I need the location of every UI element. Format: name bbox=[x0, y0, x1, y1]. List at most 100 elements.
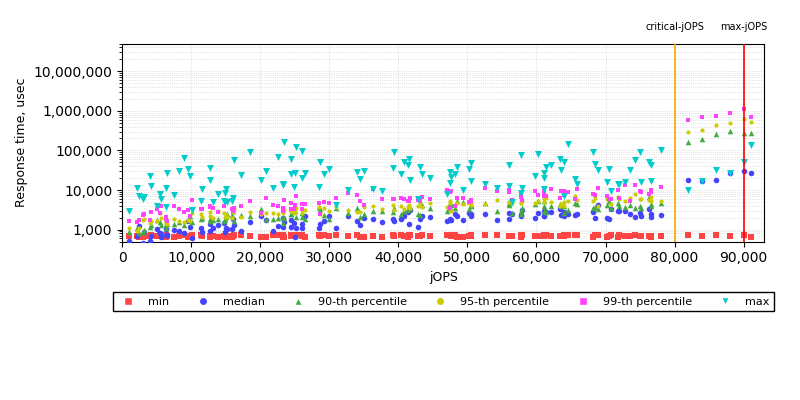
Point bbox=[570, 232, 583, 238]
Point bbox=[587, 209, 600, 215]
Point bbox=[195, 198, 208, 204]
Point bbox=[218, 229, 231, 235]
Point bbox=[696, 178, 709, 184]
Point bbox=[314, 232, 326, 239]
Point bbox=[154, 210, 166, 216]
Point bbox=[604, 206, 617, 212]
Point bbox=[288, 206, 301, 212]
Point bbox=[445, 201, 458, 208]
Point bbox=[122, 218, 135, 224]
Point bbox=[277, 232, 290, 238]
Point bbox=[682, 128, 694, 135]
Point bbox=[342, 213, 354, 219]
Point bbox=[490, 217, 503, 223]
Point bbox=[600, 196, 613, 203]
Point bbox=[154, 229, 166, 236]
Point bbox=[654, 146, 667, 153]
Point bbox=[558, 159, 570, 166]
Point bbox=[295, 206, 308, 212]
Point bbox=[402, 205, 415, 212]
Point bbox=[318, 218, 330, 224]
Point bbox=[503, 183, 516, 189]
Legend: min, median, 90-th percentile, 95-th percentile, 99-th percentile, max: min, median, 90-th percentile, 95-th per… bbox=[113, 292, 774, 311]
Point bbox=[464, 233, 477, 239]
Point bbox=[710, 131, 722, 137]
Point bbox=[178, 231, 190, 238]
Point bbox=[457, 217, 470, 224]
Point bbox=[738, 116, 750, 122]
Point bbox=[570, 201, 583, 207]
Text: critical-jOPS: critical-jOPS bbox=[645, 22, 704, 32]
Point bbox=[288, 220, 301, 227]
Point bbox=[462, 199, 475, 206]
Point bbox=[130, 184, 143, 191]
Point bbox=[144, 224, 157, 230]
Point bbox=[172, 233, 185, 240]
Point bbox=[204, 216, 217, 222]
Point bbox=[130, 228, 143, 234]
Point bbox=[696, 114, 709, 120]
Point bbox=[462, 206, 475, 212]
Point bbox=[490, 184, 503, 191]
Point bbox=[506, 210, 518, 217]
Point bbox=[506, 200, 518, 207]
Point bbox=[423, 200, 436, 206]
Point bbox=[290, 213, 302, 220]
Point bbox=[444, 189, 457, 195]
Point bbox=[538, 189, 550, 195]
Point bbox=[654, 183, 667, 190]
Point bbox=[234, 214, 247, 220]
Point bbox=[243, 213, 256, 220]
Point bbox=[554, 233, 567, 240]
Point bbox=[159, 214, 172, 220]
Point bbox=[502, 233, 515, 239]
Point bbox=[218, 220, 230, 226]
Point bbox=[723, 170, 736, 176]
Point bbox=[514, 231, 527, 238]
Point bbox=[490, 188, 503, 194]
Point bbox=[150, 202, 163, 209]
Point bbox=[313, 225, 326, 232]
Point bbox=[226, 206, 238, 213]
Point bbox=[589, 204, 602, 210]
Point bbox=[744, 114, 757, 120]
Point bbox=[502, 216, 515, 222]
Point bbox=[629, 182, 642, 188]
Point bbox=[395, 216, 408, 222]
Point bbox=[133, 192, 146, 199]
Point bbox=[587, 234, 600, 240]
Point bbox=[604, 205, 617, 211]
Point bbox=[212, 216, 225, 222]
Y-axis label: Response time, usec: Response time, usec bbox=[15, 78, 28, 207]
Point bbox=[465, 232, 478, 238]
Point bbox=[227, 209, 240, 215]
Point bbox=[696, 233, 709, 240]
Point bbox=[603, 195, 616, 202]
Point bbox=[589, 161, 602, 168]
Point bbox=[288, 234, 301, 240]
Point bbox=[478, 211, 491, 217]
Point bbox=[554, 201, 567, 208]
Point bbox=[402, 198, 415, 204]
Point bbox=[276, 205, 289, 212]
Point bbox=[195, 228, 208, 235]
Point bbox=[220, 198, 233, 205]
Point bbox=[167, 216, 180, 222]
Point bbox=[449, 171, 462, 178]
Point bbox=[133, 225, 146, 232]
Point bbox=[227, 208, 240, 214]
Point bbox=[401, 209, 414, 216]
Point bbox=[204, 177, 217, 183]
Point bbox=[443, 180, 456, 186]
Point bbox=[600, 192, 613, 199]
Point bbox=[243, 198, 256, 204]
Point bbox=[351, 192, 364, 199]
Point bbox=[288, 210, 301, 216]
Point bbox=[271, 203, 284, 209]
Point bbox=[218, 198, 230, 204]
Point bbox=[587, 149, 600, 156]
Point bbox=[554, 156, 567, 162]
Point bbox=[298, 206, 311, 213]
X-axis label: jOPS: jOPS bbox=[429, 271, 458, 284]
Point bbox=[642, 206, 655, 212]
